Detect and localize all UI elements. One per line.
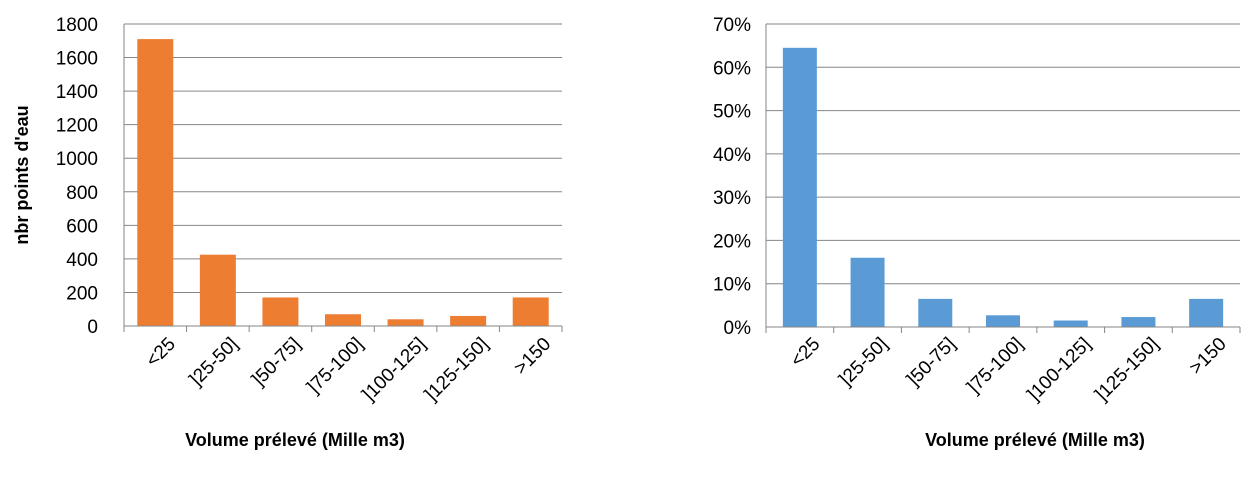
bar xyxy=(986,315,1020,327)
y-tick-label: 400 xyxy=(66,250,98,271)
y-tick-label: 30% xyxy=(713,188,751,209)
bar xyxy=(262,297,299,326)
bar xyxy=(512,297,549,326)
y-tick-label: 70% xyxy=(713,15,751,36)
y-tick-label: 800 xyxy=(66,183,98,204)
bar xyxy=(325,314,361,326)
x-tick-label: ]25-50] xyxy=(186,334,243,391)
x-tick-label: >150 xyxy=(1186,334,1231,379)
bar xyxy=(137,39,174,326)
bar xyxy=(918,298,953,327)
bar xyxy=(850,257,885,327)
y-tick-label: 200 xyxy=(66,283,98,304)
x-tick-label: >150 xyxy=(510,334,555,379)
bar xyxy=(1189,298,1224,327)
bar xyxy=(387,319,424,326)
y-tick-label: 20% xyxy=(713,231,751,252)
x-tick-label: ]125-150] xyxy=(1091,334,1163,406)
x-tick-label: ]75-100] xyxy=(963,334,1027,398)
y-tick-label: 1600 xyxy=(56,49,98,70)
x-axis-title: Volume prélevé (Mille m3) xyxy=(185,430,405,450)
bar xyxy=(199,254,236,326)
bar xyxy=(1053,320,1088,327)
x-tick-label: ]50-75] xyxy=(903,334,960,391)
bar xyxy=(782,47,817,328)
y-tick-label: 1400 xyxy=(56,82,98,103)
x-tick-label: <25 xyxy=(787,334,825,372)
y-tick-label: 50% xyxy=(713,102,751,123)
y-tick-label: 40% xyxy=(713,145,751,166)
x-tick-label: <25 xyxy=(142,334,180,372)
chart-count-by-volume: 0 200 400 600 800 1000 1200 1400 1600 1800 <25]25-… xyxy=(12,15,563,450)
y-axis-title: nbr points d'eau xyxy=(12,105,32,244)
x-tick-label: ]100-125] xyxy=(359,334,431,406)
x-tick-label: ]25-50] xyxy=(835,334,892,391)
x-tick-label: ]125-150] xyxy=(421,334,493,406)
bar xyxy=(1121,317,1156,327)
x-tick-label: ]100-125] xyxy=(1024,334,1096,406)
x-tick-label: ]50-75] xyxy=(248,334,305,391)
x-axis-title: Volume prélevé (Mille m3) xyxy=(925,430,1145,450)
y-tick-label: 1800 xyxy=(56,15,98,36)
y-tick-label: 60% xyxy=(713,58,751,79)
bar xyxy=(450,315,487,326)
y-tick-label: 0 xyxy=(87,317,98,338)
y-tick-label: 1000 xyxy=(56,149,98,170)
y-tick-label: 1200 xyxy=(56,116,98,137)
y-tick-label: 600 xyxy=(66,216,98,237)
chart-share-by-volume: 0% 10% 20% 30% 40% 50% 60% 70% <25 ]25-50]]50-75]… xyxy=(713,15,1241,450)
y-tick-label: 0% xyxy=(724,318,752,339)
y-tick-label: 10% xyxy=(713,275,751,296)
x-tick-label: ]75-100] xyxy=(303,334,367,398)
